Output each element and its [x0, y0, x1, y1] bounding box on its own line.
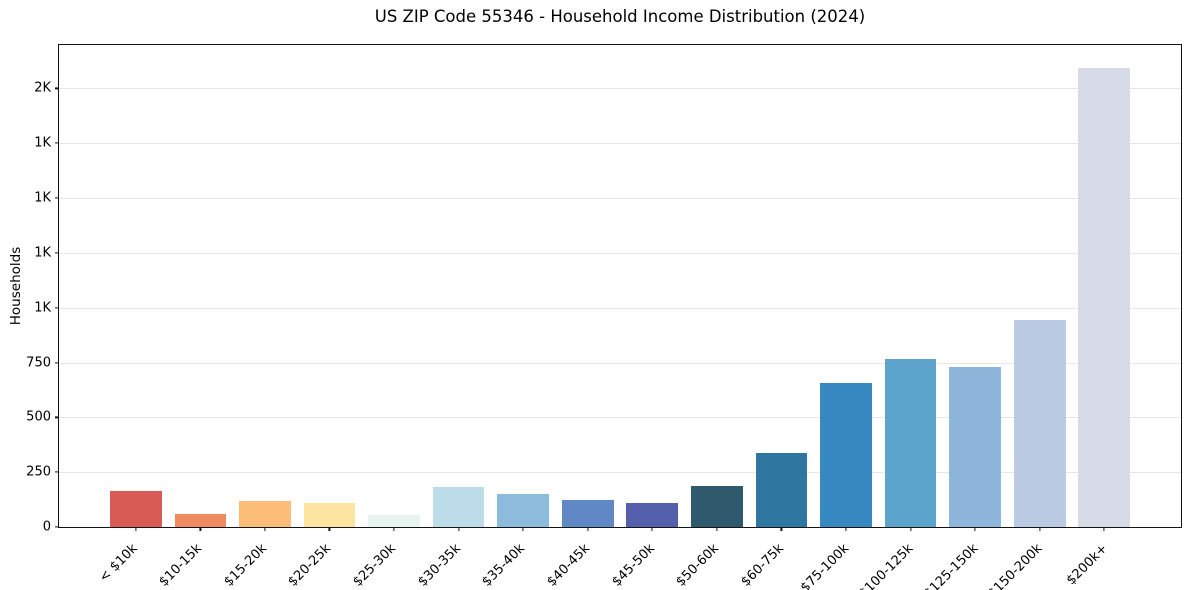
x-tick-mark — [587, 527, 589, 531]
x-tick-mark — [1103, 527, 1105, 531]
x-tick-label: $25-30k — [350, 541, 399, 590]
y-tick-mark — [55, 87, 59, 89]
bar-15-20k — [239, 500, 291, 527]
x-tick-label: $200k+ — [1063, 541, 1111, 589]
bar-slot — [1072, 45, 1137, 527]
x-tick-label: $125-150k — [920, 541, 982, 590]
gridline — [59, 307, 1181, 309]
x-tick-mark — [328, 527, 331, 531]
gridline — [59, 472, 1181, 474]
bar-75-100k — [820, 382, 872, 527]
gridline — [59, 88, 1181, 90]
bar-200k — [1078, 68, 1131, 527]
bar-10k — [109, 490, 162, 527]
y-tick-label: 250 — [26, 464, 51, 480]
bar-slot — [685, 45, 750, 527]
x-tick-label: $15-20k — [221, 541, 270, 590]
y-tick-label: 750 — [26, 355, 51, 371]
bar-125-150k — [949, 367, 1001, 527]
y-tick-label: 1K — [34, 190, 51, 206]
bar-35-40k — [497, 493, 549, 527]
y-tick-label: 1K — [34, 135, 51, 151]
x-tick-label: $30-35k — [415, 541, 464, 590]
bar-150-200k — [1013, 320, 1066, 527]
bar-50-60k — [691, 486, 743, 527]
x-tick-mark — [780, 527, 782, 531]
x-tick-mark — [458, 527, 460, 531]
x-tick-label: $35-40k — [479, 541, 529, 590]
bar-slot — [362, 45, 427, 527]
x-tick-label: $75-100k — [797, 541, 852, 590]
bar-slot — [1007, 45, 1072, 527]
bar-60-75k — [755, 453, 808, 527]
gridline — [59, 417, 1181, 419]
x-tick-mark — [716, 527, 718, 531]
x-tick-label: $100-125k — [856, 541, 917, 590]
y-tick-mark — [55, 197, 59, 199]
y-tick-mark — [55, 526, 59, 528]
x-tick-mark — [651, 527, 653, 531]
bar-slot — [943, 45, 1008, 527]
bar-45-50k — [626, 502, 679, 527]
x-tick-label: $40-45k — [544, 541, 593, 590]
y-axis-label: Households — [8, 246, 24, 326]
bar-slot — [749, 45, 814, 527]
x-tick-label: < $10k — [96, 541, 141, 586]
x-tick-mark — [393, 527, 395, 531]
x-tick-mark — [1039, 527, 1041, 531]
x-tick-mark — [974, 527, 976, 531]
x-tick-mark — [135, 527, 137, 531]
y-tick-mark — [55, 471, 59, 473]
bar-series — [59, 45, 1181, 527]
y-tick-mark — [55, 142, 59, 144]
y-tick-mark — [55, 416, 59, 418]
x-tick-label: $20-25k — [285, 541, 335, 590]
x-axis-labels: < $10k $10-15k $15-20k $20-25k $25-30k $30-35… — [58, 532, 1182, 590]
x-tick-label: $10-15k — [156, 541, 205, 590]
y-tick-label: 1K — [34, 245, 51, 261]
gridline — [59, 252, 1181, 254]
bar-slot — [620, 45, 685, 527]
bar-slot — [491, 45, 556, 527]
bar-25-30k — [368, 514, 420, 527]
bar-30-35k — [432, 486, 485, 527]
x-tick-label: $45-50k — [609, 541, 658, 590]
x-tick-mark — [522, 527, 524, 531]
y-tick-mark — [55, 361, 59, 364]
bar-slot — [104, 45, 169, 527]
x-tick-mark — [264, 527, 266, 531]
gridline — [59, 143, 1181, 145]
y-tick-label: 500 — [26, 409, 51, 425]
x-tick-label: $60-75k — [738, 541, 787, 590]
bar-slot — [814, 45, 879, 527]
bar-slot — [878, 45, 943, 527]
x-tick-label: $150-200k — [985, 541, 1046, 590]
bar-slot — [297, 45, 362, 527]
chart-title: US ZIP Code 55346 - Household Income Dis… — [374, 7, 866, 26]
plot-area: 0 250 500 750 1K 1K 1K 1K 2K — [26, 44, 1182, 535]
bar-slot — [426, 45, 491, 527]
y-tick-mark — [55, 307, 59, 309]
y-tick-label: 2K — [34, 80, 51, 96]
gridline — [59, 362, 1181, 364]
bar-slot — [555, 45, 620, 527]
bar-100-125k — [884, 359, 937, 527]
gridline — [59, 198, 1181, 200]
y-tick-label: 1K — [34, 300, 51, 316]
x-tick-mark — [845, 527, 847, 531]
bar-slot — [168, 45, 233, 527]
x-tick-mark — [199, 527, 201, 531]
bar-10-15k — [174, 514, 227, 527]
y-tick-mark — [55, 252, 59, 254]
x-tick-mark — [909, 527, 912, 531]
bar-20-25k — [303, 503, 356, 527]
bar-40-45k — [561, 500, 614, 527]
bar-slot — [233, 45, 298, 527]
y-tick-label: 0 — [42, 519, 51, 535]
x-tick-label: $50-60k — [673, 541, 723, 590]
